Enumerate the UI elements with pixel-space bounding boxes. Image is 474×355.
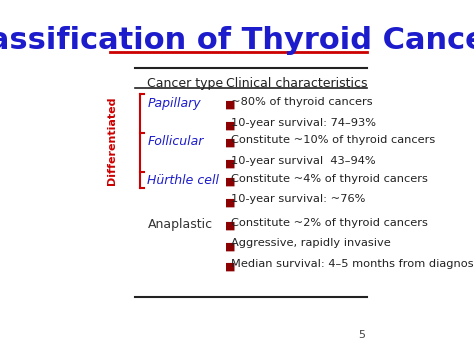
Text: 5: 5 (358, 329, 365, 339)
Text: ■: ■ (225, 158, 235, 169)
Text: ■: ■ (225, 138, 235, 148)
Text: Aggressive, rapidly invasive: Aggressive, rapidly invasive (231, 239, 391, 248)
Text: Papillary: Papillary (147, 97, 201, 110)
Text: Anaplastic: Anaplastic (147, 218, 212, 231)
Text: ■: ■ (225, 120, 235, 130)
Text: ■: ■ (225, 100, 235, 110)
Text: ■: ■ (225, 177, 235, 187)
Text: Constitute ~10% of thyroid cancers: Constitute ~10% of thyroid cancers (231, 135, 435, 145)
Text: Hürthle cell: Hürthle cell (147, 174, 219, 187)
Text: 10-year survival: 74–93%: 10-year survival: 74–93% (231, 118, 376, 127)
Text: 10-year survival: ~76%: 10-year survival: ~76% (231, 195, 365, 204)
Text: Cancer type: Cancer type (147, 77, 224, 90)
Text: Follicular: Follicular (147, 135, 204, 148)
Text: ■: ■ (225, 221, 235, 231)
Text: Clinical characteristics: Clinical characteristics (226, 77, 367, 90)
Text: ■: ■ (225, 241, 235, 251)
Text: ■: ■ (225, 262, 235, 272)
Text: Classification of Thyroid Cancers: Classification of Thyroid Cancers (0, 26, 474, 55)
Text: 10-year survival  43–94%: 10-year survival 43–94% (231, 155, 375, 166)
Text: Constitute ~4% of thyroid cancers: Constitute ~4% of thyroid cancers (231, 174, 428, 184)
Text: ■: ■ (225, 197, 235, 207)
Text: Differentiated: Differentiated (107, 97, 117, 185)
Text: Median survival: 4–5 months from diagnosis: Median survival: 4–5 months from diagnos… (231, 259, 474, 269)
Text: ~80% of thyroid cancers: ~80% of thyroid cancers (231, 97, 373, 107)
Text: Constitute ~2% of thyroid cancers: Constitute ~2% of thyroid cancers (231, 218, 428, 228)
